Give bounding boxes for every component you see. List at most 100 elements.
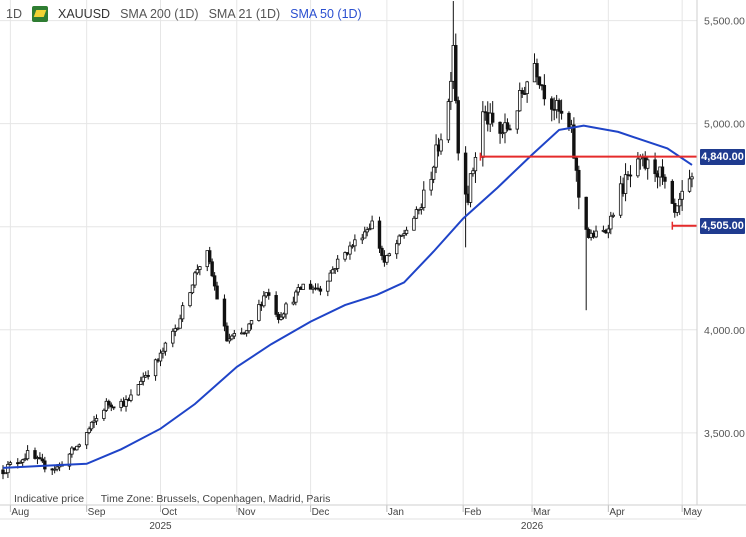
candle [328,269,332,282]
price-tag-upper-level: 4,840.00 [700,148,745,165]
candle-body [380,247,384,256]
candle [500,124,505,139]
candle-body [572,124,576,159]
candle-body [129,394,133,401]
candle [412,215,416,231]
candle-body [402,233,406,236]
candle-body [84,432,89,446]
indicator-sma21-label[interactable]: SMA 21 (1D) [208,7,281,21]
candle [326,280,330,297]
candle-body [370,220,374,230]
candle [380,245,384,261]
candle [57,462,62,472]
candle [572,117,576,159]
x-tick-label: May [683,507,702,518]
candle [542,74,547,106]
candle [628,165,633,188]
candle [535,58,539,85]
candle [490,101,495,127]
y-tick-label: 3,500.00 [704,428,745,440]
candle-body [412,217,416,231]
candle [367,223,372,231]
x-tick-label: Sep [88,507,106,518]
candle [505,118,510,132]
candle-body [609,215,613,230]
candle [267,288,271,300]
candle-body [653,159,657,175]
candle-body [363,231,367,239]
candle-body [104,400,109,411]
x-tick-label: Dec [312,507,330,518]
candle-body [70,447,74,455]
candle-body [473,156,478,172]
candle [257,299,261,322]
candle-body [207,250,212,263]
candle [387,252,392,257]
candle-body [227,338,232,342]
candle-body [365,229,369,233]
candle [577,165,581,210]
candle [176,327,180,331]
candle [518,82,522,112]
candle-body [439,139,443,152]
timeframe-label[interactable]: 1D [6,7,22,21]
candle-body [195,269,200,274]
candle [279,312,283,321]
candle-body [225,325,229,342]
candle [109,402,113,412]
x-tick-label: Jan [388,507,404,518]
candle-body [279,316,283,320]
candle [230,334,234,341]
symbol-label[interactable]: XAUUSD [57,7,111,21]
candle-body [395,243,399,255]
candle-body [377,220,382,249]
candle [308,280,313,290]
candle-body [1,469,5,475]
candle [139,376,143,385]
candle [333,267,337,275]
year-label: 2025 [149,521,172,532]
candle-body [535,63,539,78]
candle-body [89,421,94,430]
candle [146,370,150,380]
candle-body [414,209,419,219]
candle-body [594,230,598,238]
candle-body [281,313,286,318]
candle [609,211,613,235]
candle-body [141,376,145,382]
candle [446,98,451,143]
candle [92,415,96,428]
candle-body [404,229,409,234]
candle-body [490,112,495,123]
candle [190,284,195,295]
candle-body [244,330,249,334]
instrument-flag-icon [31,6,48,22]
candle-body [350,245,355,248]
candle [463,146,468,248]
candle [537,76,542,89]
candle [660,159,665,185]
candle-body [318,288,323,292]
candle [557,98,561,124]
candle [417,208,421,215]
indicator-sma50-label[interactable]: SMA 50 (1D) [290,7,362,21]
candle-body [33,450,37,459]
candle [429,171,433,196]
x-tick-label: Aug [11,507,29,518]
candle-body [20,459,25,463]
candle-body [646,159,650,169]
candle-body [577,169,581,198]
candle-body [550,98,554,110]
indicator-sma200-label[interactable]: SMA 200 (1D) [120,7,199,21]
candle [129,389,133,403]
price-tag-lower-level: 4,505.00 [700,217,745,234]
candle [247,322,251,334]
candle [171,328,175,348]
candle [136,384,141,396]
candle-body [215,285,219,300]
candle-body [387,253,392,257]
candle-body [623,174,628,194]
candle [335,255,340,273]
